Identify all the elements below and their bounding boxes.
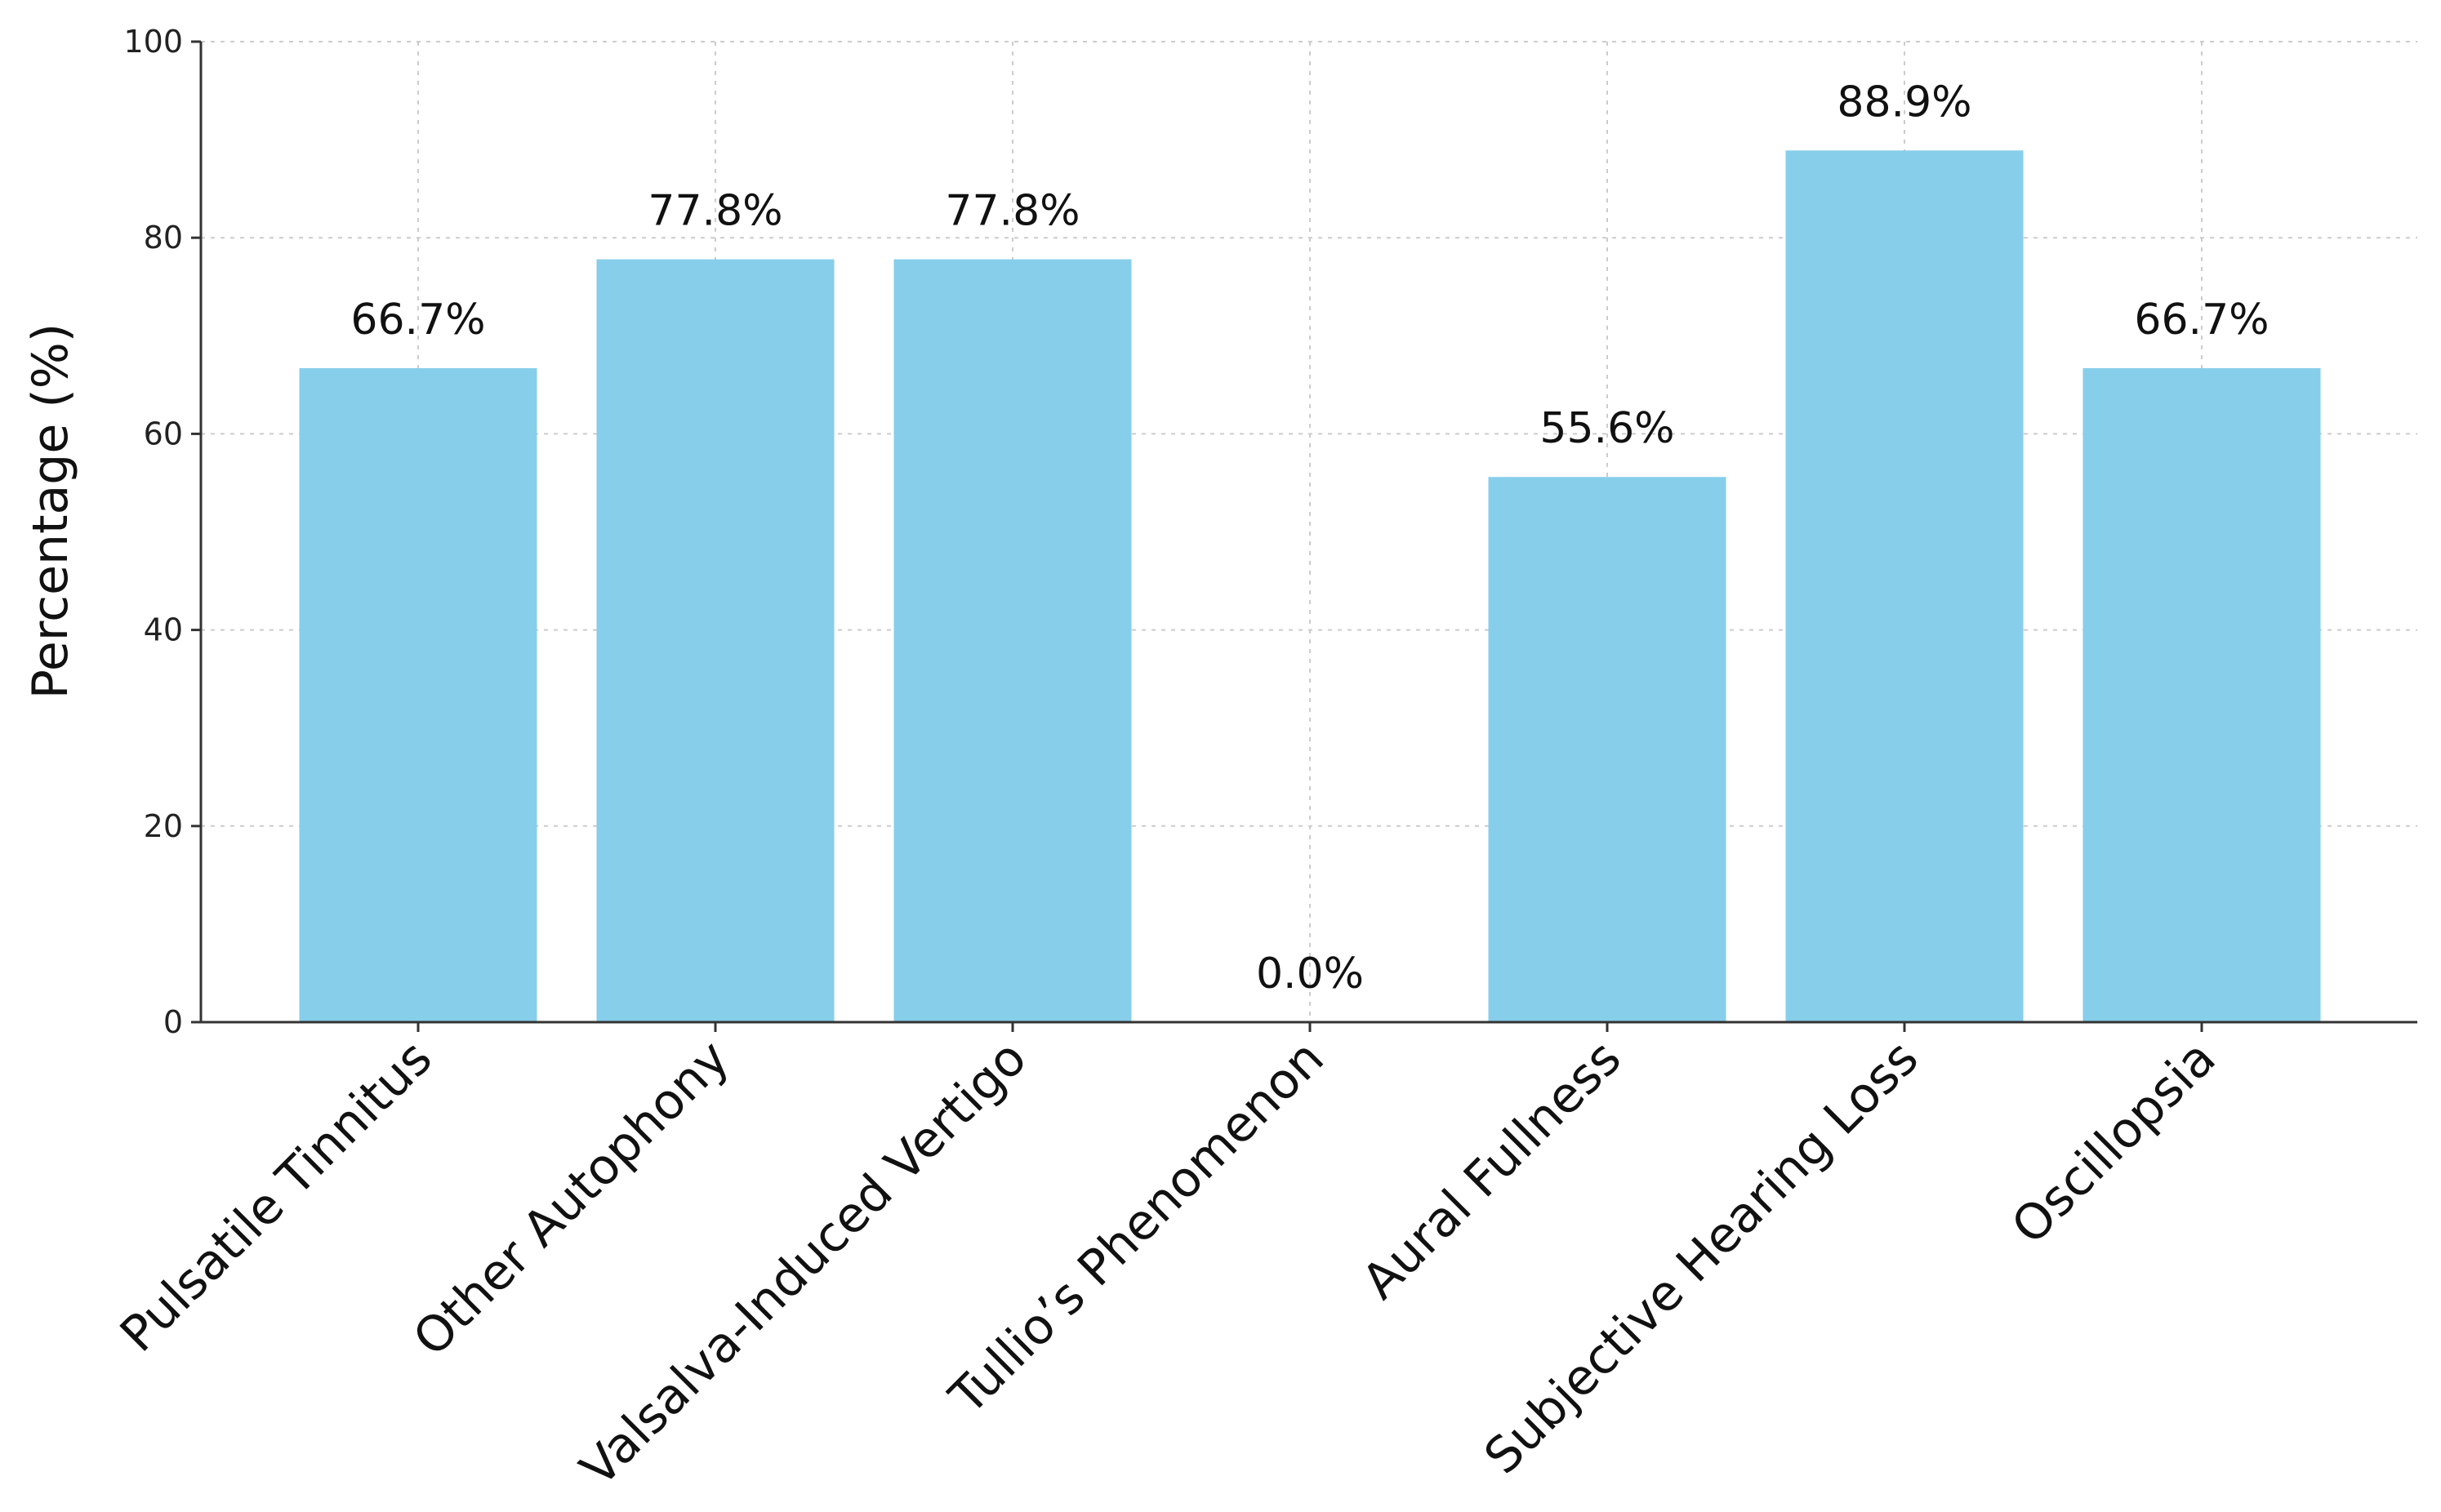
bars (299, 150, 2321, 1023)
bar-value-label: 77.8% (648, 187, 782, 236)
data-labels: 66.7% 77.8% 77.8% 0.0% 55.6% 88.9% 66.7% (350, 78, 2269, 998)
y-tick-label: 60 (144, 416, 183, 451)
bar (2082, 367, 2321, 1023)
bar-value-label: 88.9% (1837, 78, 1971, 127)
y-tick-label: 0 (163, 1004, 183, 1040)
y-axis-label: Percentage (%) (22, 323, 79, 699)
x-tick-label: Other Autophony (403, 1029, 741, 1367)
bar-value-label: 0.0% (1256, 949, 1364, 998)
y-tick-label: 20 (144, 808, 183, 844)
bar (893, 259, 1132, 1022)
x-tick-label: Oscillopsia (2001, 1029, 2226, 1255)
bar-value-label: 66.7% (2134, 296, 2269, 345)
bar-value-label: 66.7% (350, 296, 485, 345)
y-ticks: 0 20 40 60 80 100 (123, 24, 201, 1040)
bar (1785, 150, 2024, 1022)
x-tick-label: Pulsatile Tinnitus (109, 1029, 443, 1363)
bar-value-label: 55.6% (1539, 404, 1674, 453)
bar (1488, 477, 1726, 1022)
y-tick-label: 80 (144, 220, 183, 256)
bar (596, 259, 835, 1022)
x-tick-label: Aural Fullness (1352, 1029, 1633, 1310)
bar-value-label: 77.8% (945, 187, 1080, 236)
y-tick-label: 40 (144, 612, 183, 648)
bar (299, 367, 537, 1023)
y-tick-label: 100 (123, 24, 183, 60)
